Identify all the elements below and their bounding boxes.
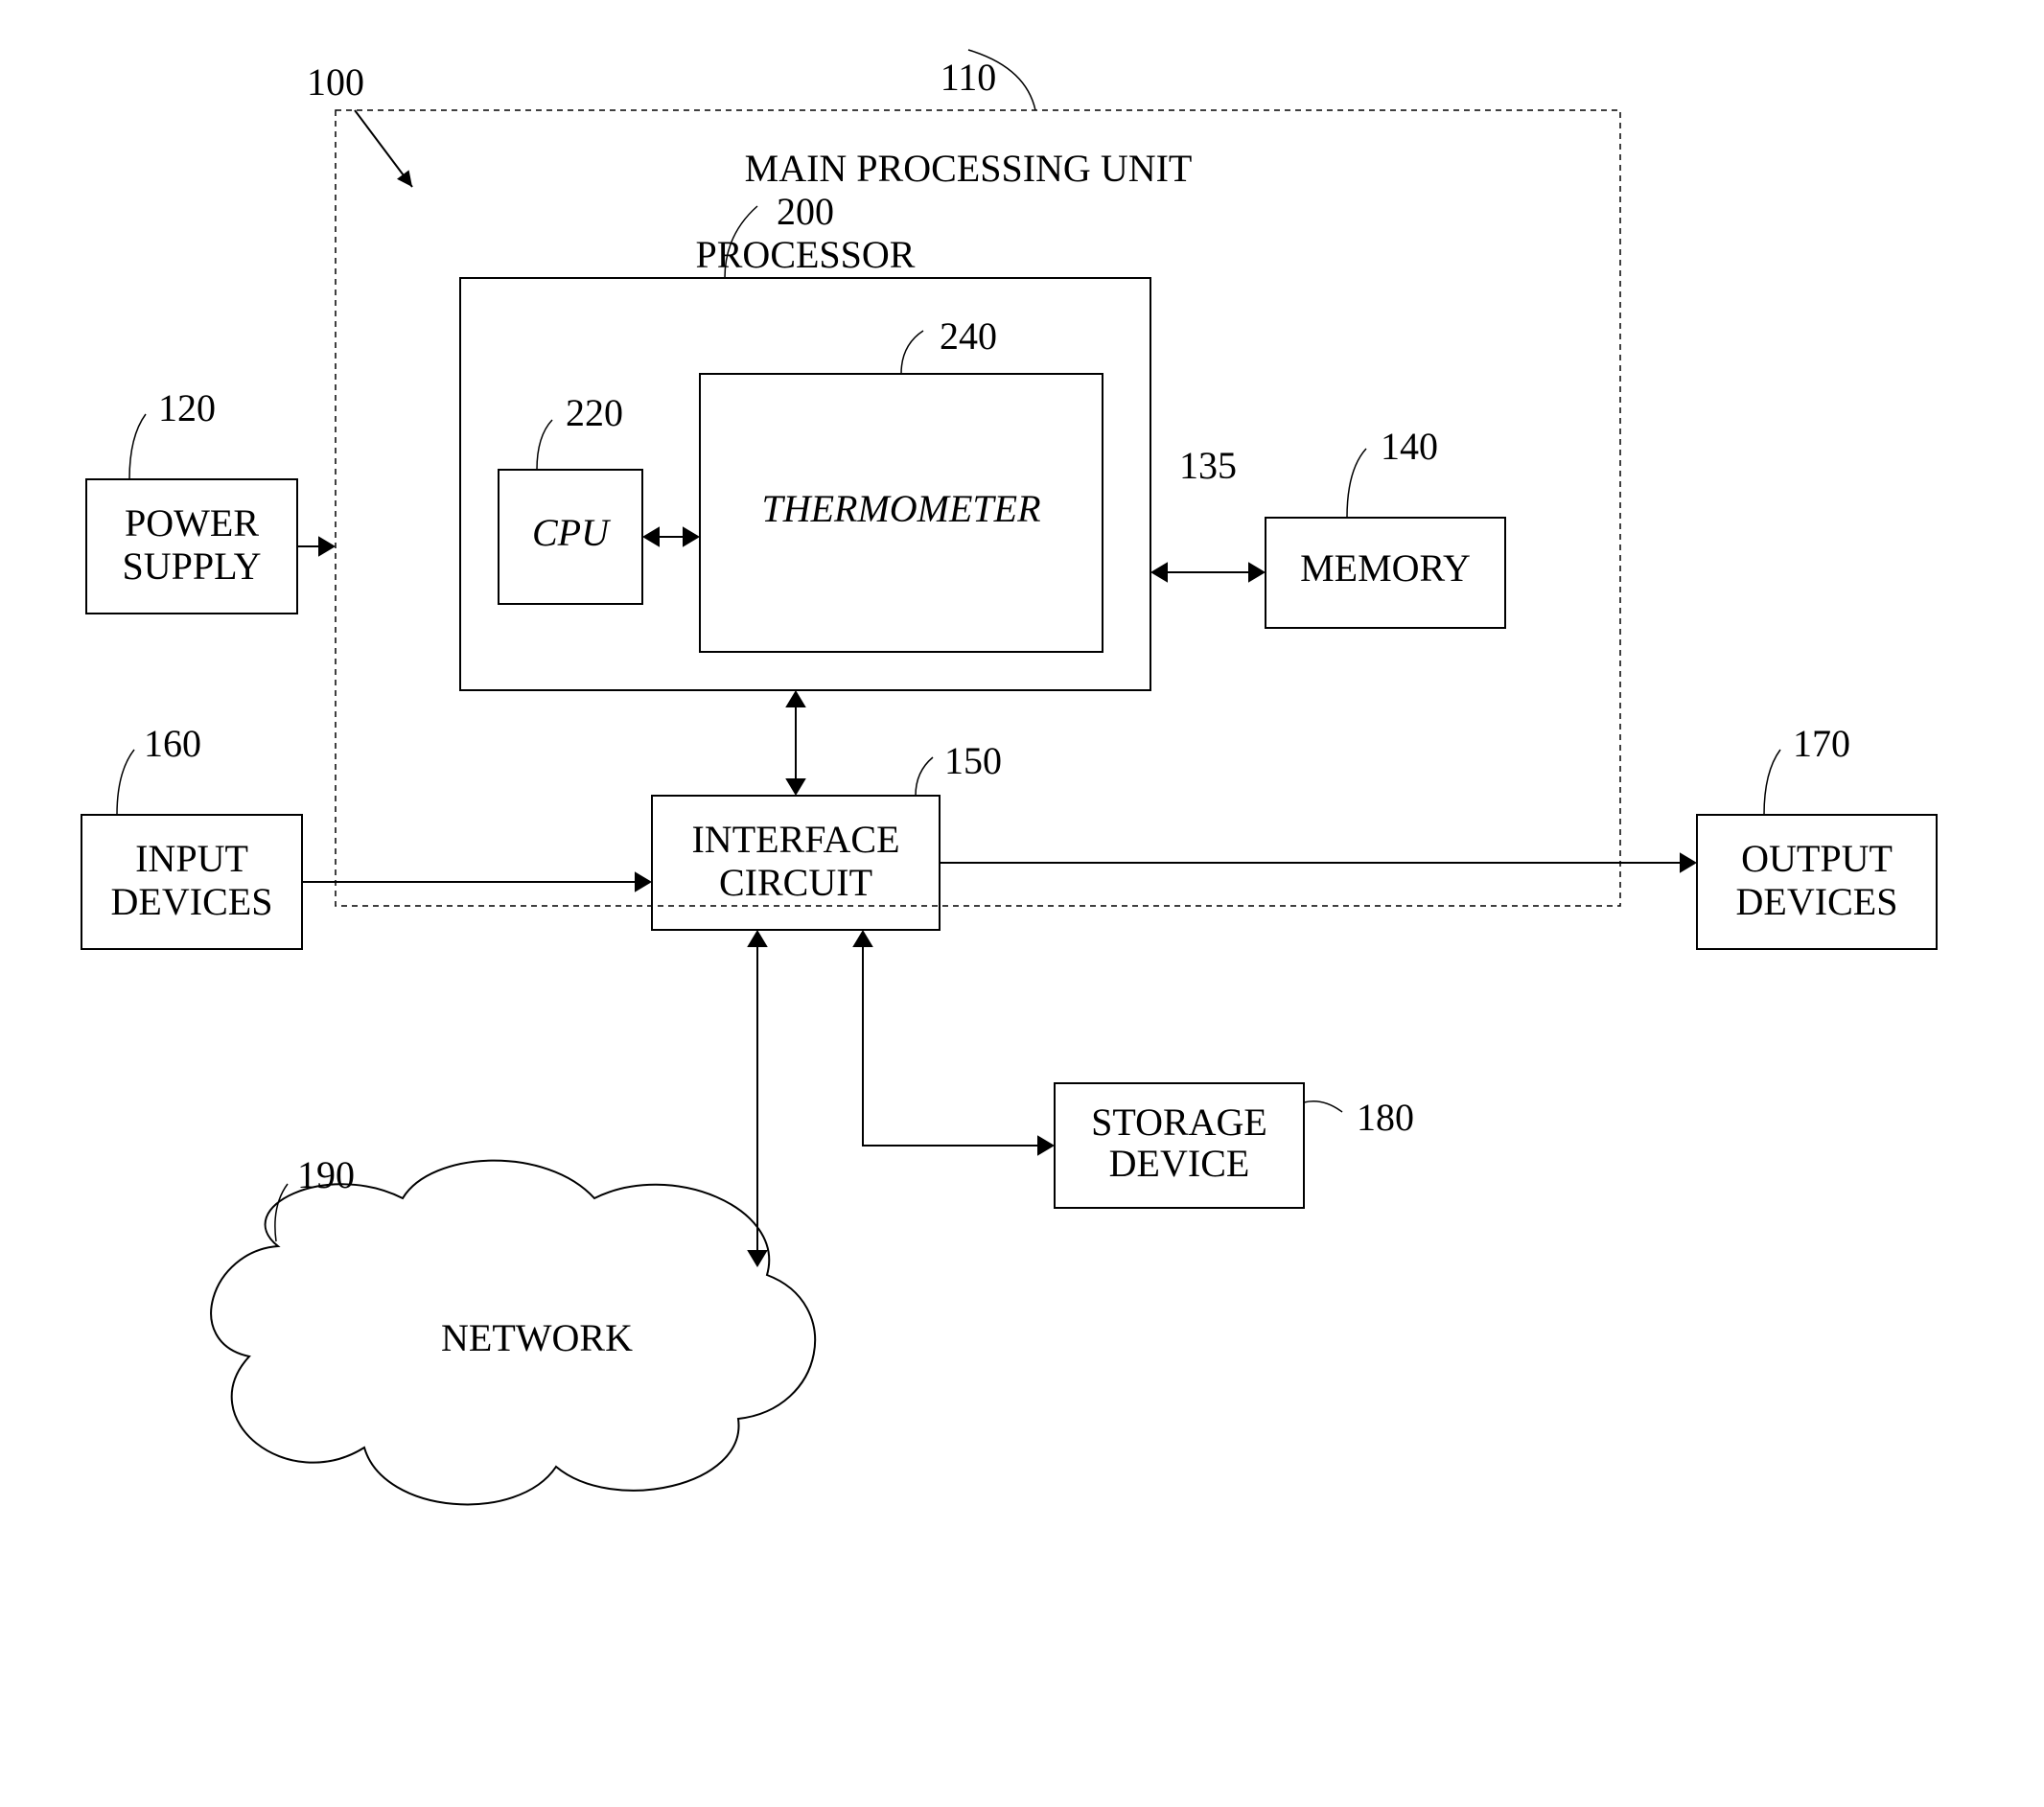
input-label-2: DEVICES	[111, 880, 273, 923]
bus-135-number: 135	[1179, 444, 1237, 487]
input-label-1: INPUT	[135, 837, 248, 880]
interface-number: 150	[944, 739, 1002, 782]
cpu-number: 220	[566, 391, 623, 434]
cpu-label: CPU	[532, 511, 612, 554]
processor-label: PROCESSOR	[696, 233, 916, 276]
memory-number: 140	[1381, 425, 1438, 468]
input-number: 160	[144, 722, 201, 765]
thermometer-number: 240	[940, 314, 997, 358]
storage-label-2: DEVICE	[1109, 1142, 1250, 1185]
power-label-1: POWER	[125, 501, 259, 544]
network-label: NETWORK	[441, 1316, 633, 1359]
mpu-number: 110	[941, 56, 997, 99]
interface-label-2: CIRCUIT	[719, 861, 872, 904]
storage-label-1: STORAGE	[1091, 1100, 1267, 1144]
system-number: 100	[307, 60, 364, 104]
power-label-2: SUPPLY	[123, 544, 262, 588]
network-number: 190	[297, 1153, 355, 1196]
processor-box	[460, 278, 1150, 690]
thermometer-label: THERMOMETER	[761, 487, 1040, 530]
processor-number: 200	[777, 190, 834, 233]
connector-interface-storage	[863, 947, 1037, 1146]
output-label-1: OUTPUT	[1741, 837, 1893, 880]
mpu-label: MAIN PROCESSING UNIT	[745, 147, 1193, 190]
output-number: 170	[1793, 722, 1850, 765]
storage-number: 180	[1357, 1096, 1414, 1139]
memory-label: MEMORY	[1300, 546, 1471, 590]
output-label-2: DEVICES	[1736, 880, 1898, 923]
power-number: 120	[158, 386, 216, 429]
interface-label-1: INTERFACE	[691, 818, 899, 861]
